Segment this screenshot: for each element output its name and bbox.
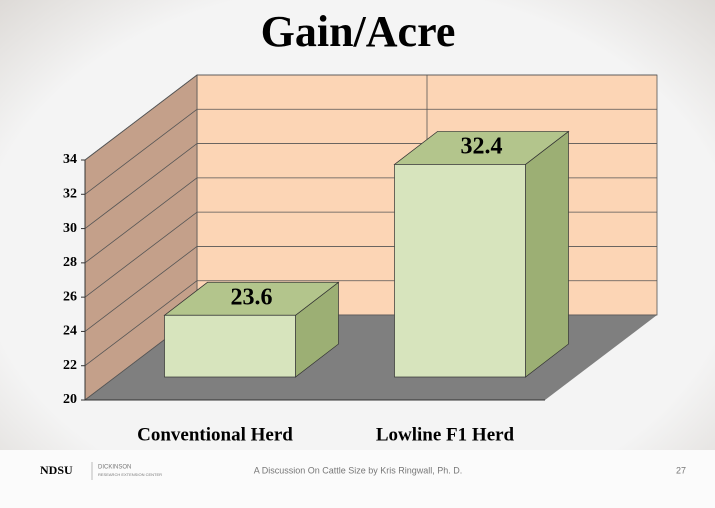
grid-line <box>84 177 198 264</box>
grid-line <box>84 143 198 229</box>
plot: 20 22 24 26 28 30 32 34 23.6 Conventional Herd 32.… <box>63 74 658 445</box>
grid-line <box>84 74 198 161</box>
footer-center-sub: RESEARCH EXTENSION CENTER <box>98 472 162 477</box>
y-tick-label: 34 <box>63 152 77 167</box>
bar-side <box>525 130 569 378</box>
data-label: 32.4 <box>461 133 503 159</box>
y-tick-label: 28 <box>63 255 77 270</box>
footer-logo: NDSU <box>40 463 73 477</box>
bar <box>394 164 526 378</box>
grid-line <box>84 280 198 367</box>
page-number: 27 <box>676 465 686 475</box>
y-tick-label: 32 <box>63 187 77 202</box>
y-tick-label: 20 <box>63 392 77 407</box>
y-tick-label: 26 <box>63 289 77 304</box>
y-tick-label: 30 <box>63 221 77 236</box>
y-tick-label: 24 <box>63 324 77 339</box>
footer-center-name: DICKINSON <box>98 465 131 471</box>
y-tick-label: 22 <box>63 358 77 373</box>
data-label: 23.6 <box>231 284 273 310</box>
chart-title: Gain/Acre <box>261 7 456 56</box>
x-tick-label: Lowline F1 Herd <box>376 424 515 445</box>
grid-line <box>84 211 198 298</box>
x-tick-label: Conventional Herd <box>137 424 293 445</box>
bar <box>164 314 296 378</box>
grid-line <box>84 246 198 332</box>
footer-band <box>0 450 715 508</box>
footer-text: A Discussion On Cattle Size by Kris Ring… <box>254 465 463 475</box>
grid-line <box>84 108 198 195</box>
